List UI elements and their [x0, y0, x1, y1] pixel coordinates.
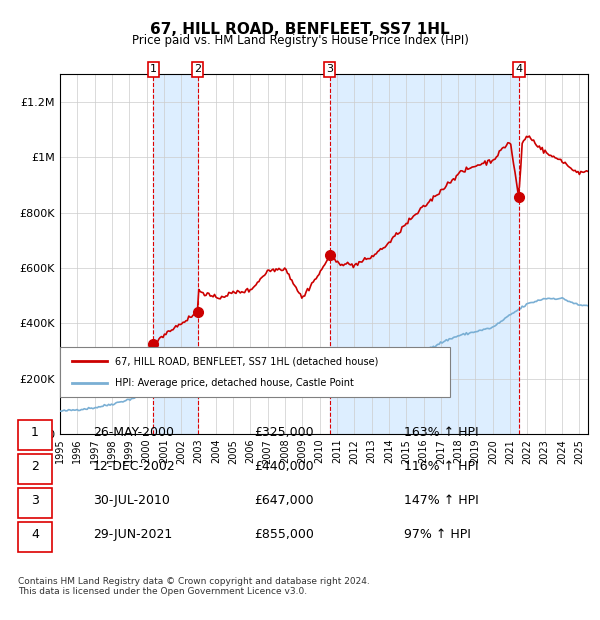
- FancyBboxPatch shape: [18, 523, 52, 552]
- Text: £440,000: £440,000: [254, 460, 314, 473]
- Text: Price paid vs. HM Land Registry's House Price Index (HPI): Price paid vs. HM Land Registry's House …: [131, 34, 469, 47]
- Text: 3: 3: [31, 494, 39, 507]
- Text: 147% ↑ HPI: 147% ↑ HPI: [404, 494, 478, 507]
- Text: £325,000: £325,000: [254, 426, 314, 439]
- Text: 29-JUN-2021: 29-JUN-2021: [92, 528, 172, 541]
- Text: 3: 3: [326, 64, 333, 74]
- Text: 30-JUL-2010: 30-JUL-2010: [92, 494, 170, 507]
- Text: 67, HILL ROAD, BENFLEET, SS7 1HL: 67, HILL ROAD, BENFLEET, SS7 1HL: [150, 22, 450, 37]
- Text: 1: 1: [31, 426, 39, 439]
- Text: 12-DEC-2002: 12-DEC-2002: [92, 460, 175, 473]
- FancyBboxPatch shape: [60, 347, 450, 397]
- FancyBboxPatch shape: [18, 420, 52, 450]
- Text: 2: 2: [31, 460, 39, 473]
- Text: 67, HILL ROAD, BENFLEET, SS7 1HL (detached house): 67, HILL ROAD, BENFLEET, SS7 1HL (detach…: [115, 356, 378, 366]
- Text: £647,000: £647,000: [254, 494, 314, 507]
- Text: 4: 4: [515, 64, 523, 74]
- Text: 116% ↑ HPI: 116% ↑ HPI: [404, 460, 478, 473]
- Bar: [154, 74, 197, 434]
- FancyBboxPatch shape: [18, 454, 52, 484]
- FancyBboxPatch shape: [18, 489, 52, 518]
- Text: 1: 1: [150, 64, 157, 74]
- Text: Contains HM Land Registry data © Crown copyright and database right 2024.
This d: Contains HM Land Registry data © Crown c…: [18, 577, 370, 596]
- Text: £855,000: £855,000: [254, 528, 314, 541]
- Bar: [330, 74, 519, 434]
- Text: HPI: Average price, detached house, Castle Point: HPI: Average price, detached house, Cast…: [115, 378, 353, 388]
- Text: 26-MAY-2000: 26-MAY-2000: [92, 426, 173, 439]
- Text: 2: 2: [194, 64, 201, 74]
- Text: 4: 4: [31, 528, 39, 541]
- Text: 163% ↑ HPI: 163% ↑ HPI: [404, 426, 478, 439]
- Text: 97% ↑ HPI: 97% ↑ HPI: [404, 528, 470, 541]
